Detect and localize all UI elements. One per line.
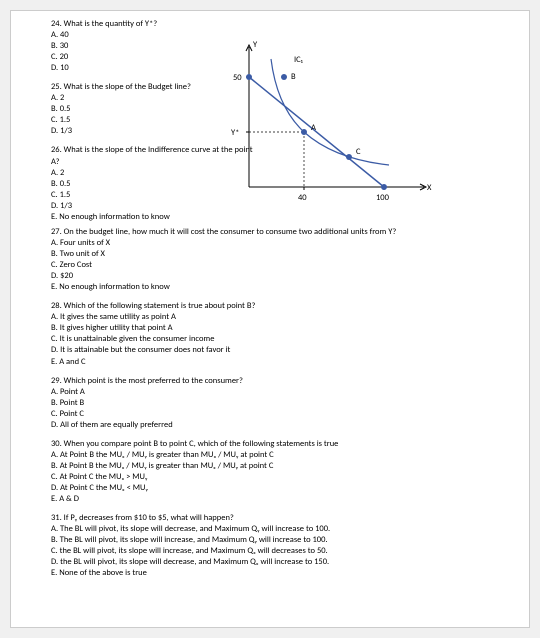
x-axis-label: X [427,183,432,193]
ic-label: IC₁ [294,55,304,65]
option: D. It is attainable but the consumer doe… [51,345,489,356]
question-text: 31. If Pᵧ decreases from $10 to $5, what… [51,513,489,524]
bl-endpoint-y [246,74,252,80]
option: B. Two unit of X [51,249,489,260]
question-text: 27. On the budget line, how much it will… [51,227,489,238]
option: B. The BL will pivot, its slope will inc… [51,535,489,546]
option: E. No enough information to know [51,282,489,293]
question-text: 29. Which point is the most preferred to… [51,376,489,387]
option: D. $20 [51,271,489,282]
indifference-curve [271,59,389,165]
option: E. None of the above is true [51,568,489,579]
option: B. It gives higher utility that point A [51,323,489,334]
option: E. A & D [51,494,489,505]
question-28: 28. Which of the following statement is … [51,301,489,367]
option: A. Point A [51,387,489,398]
option: D. At Point C the MUₓ < MUᵧ [51,483,489,494]
point-c [346,154,352,160]
option: C. At Point C the MUₓ > MUᵧ [51,472,489,483]
option: A. At Point B the MUₓ / MUᵧ is greater t… [51,450,489,461]
question-29: 29. Which point is the most preferred to… [51,376,489,431]
question-27: 27. On the budget line, how much it will… [51,227,489,293]
option: E. A and C [51,357,489,368]
y-tick-label: 50 [233,73,242,83]
option: A. It gives the same utility as point A [51,312,489,323]
question-text: 30. When you compare point B to point C,… [51,439,489,450]
point-b [281,74,287,80]
option: C. Zero Cost [51,260,489,271]
x-tick-label-40: 40 [298,193,307,203]
point-c-label: C [356,147,361,157]
option: C. the BL will pivot, its slope will inc… [51,546,489,557]
option: C. Point C [51,409,489,420]
budget-line-chart: Y X 50 40 100 Y* [209,37,439,217]
x-tick-label-100: 100 [376,193,390,203]
option: A. The BL will pivot, its slope will dec… [51,524,489,535]
option: B. At Point B the MUₓ / MUᵧ is greater t… [51,461,489,472]
option: C. It is unattainable given the consumer… [51,334,489,345]
ystar-label: Y* [231,128,239,138]
question-text: 28. Which of the following statement is … [51,301,489,312]
point-a-label: A [311,123,316,133]
y-axis-label: Y [253,40,258,50]
option: B. Point B [51,398,489,409]
bl-endpoint-x [381,184,387,190]
point-b-label: B [291,72,296,82]
question-30: 30. When you compare point B to point C,… [51,439,489,505]
question-31: 31. If Pᵧ decreases from $10 to $5, what… [51,513,489,579]
top-section: 24. What is the quantity of Y*? A. 40 B.… [51,19,489,227]
option: D. All of them are equally preferred [51,420,489,431]
option: D. the BL will pivot, its slope will dec… [51,557,489,568]
question-text: 24. What is the quantity of Y*? [51,19,261,30]
document-page: 24. What is the quantity of Y*? A. 40 B.… [10,10,530,628]
chart-svg: Y X 50 40 100 Y* [209,37,439,217]
point-a [301,129,307,135]
option: A. Four units of X [51,238,489,249]
